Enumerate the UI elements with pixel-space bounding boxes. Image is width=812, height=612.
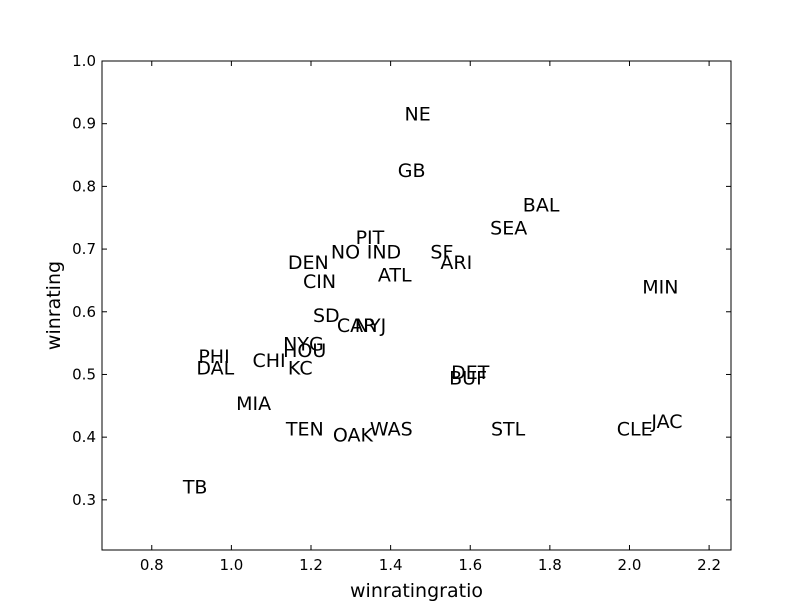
y-tick-label: 0.4 bbox=[72, 428, 96, 446]
y-tick-label: 0.3 bbox=[72, 491, 96, 509]
point-label: WAS bbox=[370, 418, 413, 440]
point-label: CHI bbox=[252, 350, 285, 372]
point-label: SF bbox=[430, 241, 453, 263]
point-label: CIN bbox=[303, 271, 336, 293]
point-label: MIN bbox=[642, 277, 678, 299]
point-label: BAL bbox=[523, 194, 560, 216]
point-label: CLE bbox=[617, 418, 653, 440]
point-label: TB bbox=[182, 477, 208, 499]
plot-area-frame bbox=[101, 60, 732, 551]
point-label: SD bbox=[313, 305, 340, 327]
point-label: OAK bbox=[333, 425, 374, 447]
point-label: CAR bbox=[337, 315, 376, 337]
point-label: DAL bbox=[196, 357, 234, 379]
x-tick-label: 1.2 bbox=[299, 556, 323, 574]
point-label: NE bbox=[405, 104, 431, 126]
point-label: ARI bbox=[440, 252, 472, 274]
y-tick-label: 0.8 bbox=[72, 177, 96, 195]
point-label: ATL bbox=[378, 265, 412, 287]
point-label: TEN bbox=[285, 418, 324, 440]
point-label: GB bbox=[398, 160, 426, 182]
y-tick-label: 1.0 bbox=[72, 52, 96, 70]
axis-ticks bbox=[102, 60, 731, 550]
point-label: SEA bbox=[490, 218, 527, 240]
y-tick-label: 0.7 bbox=[72, 240, 96, 258]
point-label: MIA bbox=[236, 393, 271, 415]
point-label: PHI bbox=[198, 346, 229, 368]
y-tick-label: 0.5 bbox=[72, 365, 96, 383]
point-label: JAC bbox=[650, 411, 682, 433]
tick-labels: 0.8 1.0 1.2 1.4 1.6 1.8 2.0 2.2 0.3 0.4 0.5 0.6 0.7 0… bbox=[72, 52, 721, 574]
x-tick-label: 1.6 bbox=[458, 556, 482, 574]
x-tick-label: 2.2 bbox=[697, 556, 721, 574]
point-label: DEN bbox=[288, 252, 329, 274]
x-tick-label: 1.4 bbox=[379, 556, 403, 574]
x-axis-label: winratingratio bbox=[350, 580, 483, 602]
x-tick-label: 1.0 bbox=[219, 556, 243, 574]
x-tick-label: 2.0 bbox=[618, 556, 642, 574]
y-tick-label: 0.9 bbox=[72, 115, 96, 133]
point-label: HOU bbox=[283, 340, 326, 362]
x-tick-label: 1.8 bbox=[538, 556, 562, 574]
point-label: PIT bbox=[356, 227, 385, 249]
point-label: NYG bbox=[283, 334, 324, 356]
point-label: BUF bbox=[449, 367, 487, 389]
point-label: STL bbox=[491, 418, 526, 440]
point-label: NYJ bbox=[355, 315, 386, 337]
y-tick-label: 0.6 bbox=[72, 303, 96, 321]
point-label: DET bbox=[451, 362, 490, 384]
point-label: IND bbox=[367, 241, 401, 263]
x-tick-label: 0.8 bbox=[140, 556, 164, 574]
point-label: NO bbox=[331, 241, 360, 263]
point-label: KC bbox=[288, 357, 313, 379]
y-axis-label: winrating bbox=[43, 261, 65, 350]
